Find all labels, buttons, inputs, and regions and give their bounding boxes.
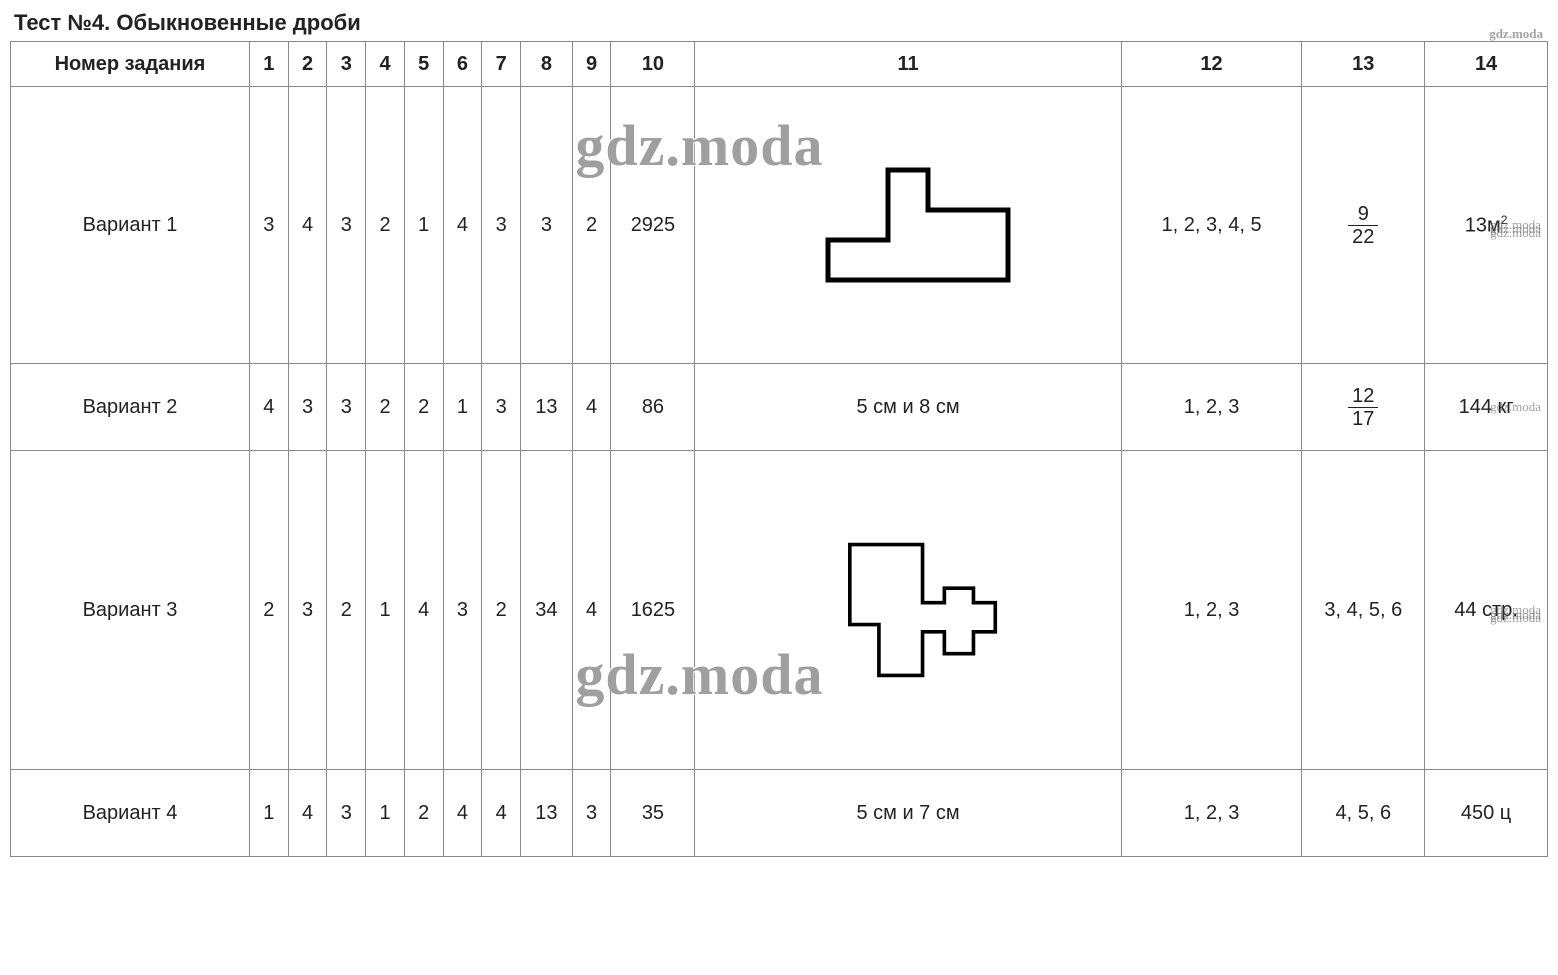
shape-L1 (778, 145, 1038, 305)
col12-cell: 1, 2, 3, 4, 5 (1121, 87, 1302, 364)
row-label: Вариант 3 (11, 451, 250, 770)
header-col-1: 1 (249, 42, 288, 87)
table-row: Вариант 13432143322925gdz.moda 1, 2, 3, … (11, 87, 1548, 364)
answer-cell: 2 (404, 364, 443, 451)
table-row: Вариант 41431244133355 см и 7 см1, 2, 34… (11, 770, 1548, 857)
header-col-12: 12 (1121, 42, 1302, 87)
watermark-small: gdz.moda (1489, 26, 1543, 42)
col11-cell: gdz.moda (695, 451, 1121, 770)
answer-cell: 2 (366, 87, 405, 364)
answer-cell: 3 (327, 87, 366, 364)
header-col-10: 10 (611, 42, 695, 87)
header-col-11: 11 (695, 42, 1121, 87)
fraction: 1217 (1348, 385, 1378, 430)
col11-cell: 5 см и 8 см (695, 364, 1121, 451)
answer-cell: 4 (443, 770, 482, 857)
header-col-6: 6 (443, 42, 482, 87)
answer-cell: 4 (288, 87, 327, 364)
fraction: 922 (1348, 203, 1378, 248)
answer-cell: 3 (288, 451, 327, 770)
answer-cell: 3 (521, 87, 573, 364)
answer-cell: 2 (482, 451, 521, 770)
answer-cell: 1 (404, 87, 443, 364)
answer-cell: 1 (366, 451, 405, 770)
col12-cell: 1, 2, 3 (1121, 364, 1302, 451)
watermark-small: gdz.moda (1490, 602, 1541, 618)
col14-cell: gdz.modagdz.modagdz.moda44 стр. (1425, 451, 1548, 770)
header-col-9: 9 (572, 42, 611, 87)
col11-cell: 5 см и 7 см (695, 770, 1121, 857)
header-col-4: 4 (366, 42, 405, 87)
table-row: Вариант 323214323441625gdz.moda 1, 2, 33… (11, 451, 1548, 770)
col13-cell: 3, 4, 5, 6 (1302, 451, 1425, 770)
answer-cell: 1 (443, 364, 482, 451)
answer-cell: 1 (366, 770, 405, 857)
answer-cell: 4 (482, 770, 521, 857)
col14-cell: gdz.modagdz.modagdz.moda13м2 (1425, 87, 1548, 364)
answer-cell: 2 (404, 770, 443, 857)
answer-cell: 4 (249, 364, 288, 451)
header-col-14: gdz.moda 14 (1425, 42, 1548, 87)
answer-cell: 4 (572, 451, 611, 770)
answer-cell: 2 (572, 87, 611, 364)
watermark-small: gdz.moda (1490, 399, 1541, 415)
answer-cell: 4 (404, 451, 443, 770)
answers-table: Номер задания 1 2 3 4 5 6 7 8 9 10 11 12… (10, 41, 1548, 857)
shape-cross (778, 530, 1038, 690)
answer-cell: 35 (611, 770, 695, 857)
col12-cell: 1, 2, 3 (1121, 770, 1302, 857)
col14-cell: gdz.moda144 кг (1425, 364, 1548, 451)
answer-cell: 3 (249, 87, 288, 364)
answer-cell: 4 (443, 87, 482, 364)
header-col-5: 5 (404, 42, 443, 87)
col14-cell: 450 ц (1425, 770, 1548, 857)
table-row: Вариант 24332213134865 см и 8 см1, 2, 31… (11, 364, 1548, 451)
page-title: Тест №4. Обыкновенные дроби (10, 10, 1548, 36)
answer-cell: 13 (521, 364, 573, 451)
answer-cell: 13 (521, 770, 573, 857)
answer-cell: 4 (572, 364, 611, 451)
header-col-8: 8 (521, 42, 573, 87)
col11-cell: gdz.moda (695, 87, 1121, 364)
col13-cell: 4, 5, 6 (1302, 770, 1425, 857)
col13-cell: 1217 (1302, 364, 1425, 451)
answer-cell: 3 (443, 451, 482, 770)
answer-cell: 3 (482, 364, 521, 451)
row-label: Вариант 1 (11, 87, 250, 364)
header-col-2: 2 (288, 42, 327, 87)
answer-cell: 1 (249, 770, 288, 857)
answer-cell: 3 (288, 364, 327, 451)
watermark-small: gdz.moda (1490, 217, 1541, 233)
answer-cell: 2 (327, 451, 366, 770)
col13-cell: 922 (1302, 87, 1425, 364)
header-row: Номер задания 1 2 3 4 5 6 7 8 9 10 11 12… (11, 42, 1548, 87)
header-label: Номер задания (11, 42, 250, 87)
answer-cell: 4 (288, 770, 327, 857)
answer-cell: 2 (249, 451, 288, 770)
header-col-13: 13 (1302, 42, 1425, 87)
answer-cell: 2 (366, 364, 405, 451)
header-col-3: 3 (327, 42, 366, 87)
answer-cell: 3 (482, 87, 521, 364)
col12-cell: 1, 2, 3 (1121, 451, 1302, 770)
row-label: Вариант 2 (11, 364, 250, 451)
header-col-7: 7 (482, 42, 521, 87)
col14-value: 450 ц (1461, 802, 1511, 825)
answer-cell: 3 (327, 364, 366, 451)
answer-cell: 86 (611, 364, 695, 451)
answer-cell: 3 (572, 770, 611, 857)
answer-cell: 1625 (611, 451, 695, 770)
answer-cell: 34 (521, 451, 573, 770)
row-label: Вариант 4 (11, 770, 250, 857)
answer-cell: 3 (327, 770, 366, 857)
answer-cell: 2925 (611, 87, 695, 364)
